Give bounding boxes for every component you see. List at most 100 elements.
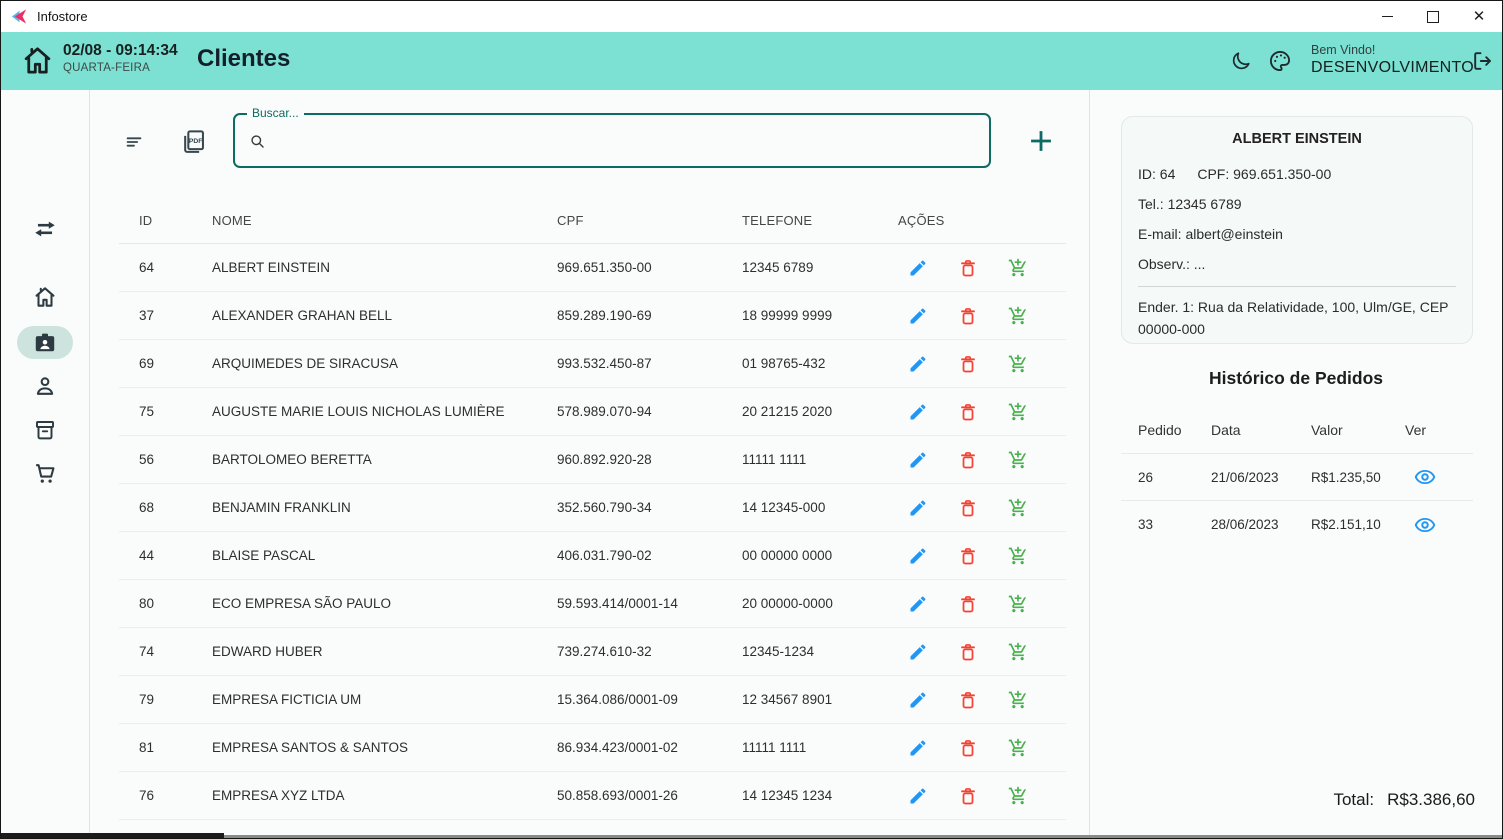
delete-trash-icon[interactable] [958,786,978,806]
table-row[interactable]: 64 ALBERT EINSTEIN 969.651.350-00 12345 … [119,244,1066,292]
card-divider [1138,286,1456,287]
edit-pencil-icon[interactable] [908,258,928,278]
delete-trash-icon[interactable] [958,738,978,758]
cell-pedido: 33 [1138,517,1154,532]
add-to-cart-icon[interactable] [1008,450,1028,470]
edit-pencil-icon[interactable] [908,450,928,470]
sidebar [1,90,90,838]
delete-trash-icon[interactable] [958,642,978,662]
pdf-export-icon[interactable] [180,128,207,155]
table-row[interactable]: 81 EMPRESA SANTOS & SANTOS 86.934.423/00… [119,724,1066,772]
table-header: ID NOME CPF TELEFONE AÇÕES [119,198,1066,244]
palette-icon[interactable] [1267,48,1293,74]
delete-trash-icon[interactable] [958,594,978,614]
table-row[interactable]: 74 EDWARD HUBER 739.274.610-32 12345-123… [119,628,1066,676]
delete-trash-icon[interactable] [958,498,978,518]
maximize-button[interactable] [1410,1,1456,32]
edit-pencil-icon[interactable] [908,498,928,518]
moon-icon[interactable] [1229,50,1252,73]
table-row[interactable]: 75 AUGUSTE MARIE LOUIS NICHOLAS LUMIÈRE … [119,388,1066,436]
close-button[interactable]: ✕ [1472,8,1486,25]
client-detail-panel: ALBERT EINSTEIN ID: 64 CPF: 969.651.350-0… [1090,90,1502,838]
add-to-cart-icon[interactable] [1008,594,1028,614]
sidebar-item-person[interactable] [32,373,58,399]
table-row[interactable]: 76 EMPRESA XYZ LTDA 50.858.693/0001-26 1… [119,772,1066,820]
cell-nome: EDWARD HUBER [212,644,323,659]
user-block: Bem Vindo! DESENVOLVIMENTO [1311,43,1474,77]
delete-trash-icon[interactable] [958,258,978,278]
filter-icon[interactable] [123,131,145,153]
delete-trash-icon[interactable] [958,546,978,566]
cell-id: 44 [139,548,155,563]
order-row: 26 21/06/2023 R$1.235,50 [1121,454,1473,501]
table-row[interactable]: 80 ECO EMPRESA SÃO PAULO 59.593.414/0001… [119,580,1066,628]
cell-cpf: 969.651.350-00 [557,260,652,275]
sidebar-item-home[interactable] [32,284,58,310]
home-icon[interactable] [20,43,55,78]
table-row[interactable]: 37 ALEXANDER GRAHAN BELL 859.289.190-69 … [119,292,1066,340]
table-row[interactable]: 68 BENJAMIN FRANKLIN 352.560.790-34 14 1… [119,484,1066,532]
add-to-cart-icon[interactable] [1008,690,1028,710]
add-to-cart-icon[interactable] [1008,738,1028,758]
edit-pencil-icon[interactable] [908,546,928,566]
edit-pencil-icon[interactable] [908,594,928,614]
cell-telefone: 14 12345 1234 [742,788,833,803]
col-ver: Ver [1405,421,1427,438]
table-row[interactable]: 69 ARQUIMEDES DE SIRACUSA 993.532.450-87… [119,340,1066,388]
cell-cpf: 406.031.790-02 [557,548,652,563]
add-to-cart-icon[interactable] [1008,306,1028,326]
cell-cpf: 578.989.070-94 [557,404,652,419]
cell-id: 69 [139,356,155,371]
add-to-cart-icon[interactable] [1008,786,1028,806]
cell-pedido: 26 [1138,469,1154,485]
table-row[interactable]: 56 BARTOLOMEO BERETTA 960.892.920-28 111… [119,436,1066,484]
edit-pencil-icon[interactable] [908,738,928,758]
col-data: Data [1211,421,1241,438]
datetime-block: 02/08 - 09:14:34 QUARTA-FEIRA [63,42,178,74]
delete-trash-icon[interactable] [958,306,978,326]
add-client-button[interactable] [1027,127,1055,155]
cell-telefone: 14 12345-000 [742,500,826,515]
eye-icon[interactable] [1414,514,1436,536]
edit-pencil-icon[interactable] [908,786,928,806]
delete-trash-icon[interactable] [958,402,978,422]
add-to-cart-icon[interactable] [1008,498,1028,518]
cell-valor: R$1.235,50 [1311,469,1381,485]
search-input[interactable] [275,117,981,164]
add-to-cart-icon[interactable] [1008,354,1028,374]
add-to-cart-icon[interactable] [1008,258,1028,278]
delete-trash-icon[interactable] [958,690,978,710]
edit-pencil-icon[interactable] [908,402,928,422]
swap-horizontal-icon[interactable] [32,216,58,242]
eye-icon[interactable] [1414,466,1436,488]
delete-trash-icon[interactable] [958,450,978,470]
edit-pencil-icon[interactable] [908,690,928,710]
cell-id: 74 [139,644,155,659]
cell-telefone: 00 00000 0000 [742,548,833,563]
cell-telefone: 11111 1111 [742,452,807,467]
welcome-text: Bem Vindo! [1311,43,1376,57]
cell-cpf: 15.364.086/0001-09 [557,692,678,707]
cell-id: 79 [139,692,155,707]
add-to-cart-icon[interactable] [1008,402,1028,422]
logout-icon[interactable] [1471,49,1495,73]
add-to-cart-icon[interactable] [1008,642,1028,662]
edit-pencil-icon[interactable] [908,354,928,374]
cell-telefone: 20 00000-0000 [742,596,833,611]
minimize-button[interactable] [1364,1,1410,32]
col-pedido: Pedido [1138,421,1182,438]
search-icon [249,133,266,150]
table-row[interactable]: 44 BLAISE PASCAL 406.031.790-02 00 00000… [119,532,1066,580]
edit-pencil-icon[interactable] [908,642,928,662]
orders-header: Pedido Data Valor Ver [1121,406,1473,454]
search-label: Buscar... [247,106,304,120]
sidebar-item-sales[interactable] [32,460,58,486]
sidebar-item-clients[interactable] [32,330,58,356]
edit-pencil-icon[interactable] [908,306,928,326]
add-to-cart-icon[interactable] [1008,546,1028,566]
cell-id: 81 [139,740,155,755]
sidebar-item-products[interactable] [32,417,58,443]
table-row[interactable]: 79 EMPRESA FICTICIA UM 15.364.086/0001-0… [119,676,1066,724]
cell-cpf: 59.593.414/0001-14 [557,596,678,611]
delete-trash-icon[interactable] [958,354,978,374]
